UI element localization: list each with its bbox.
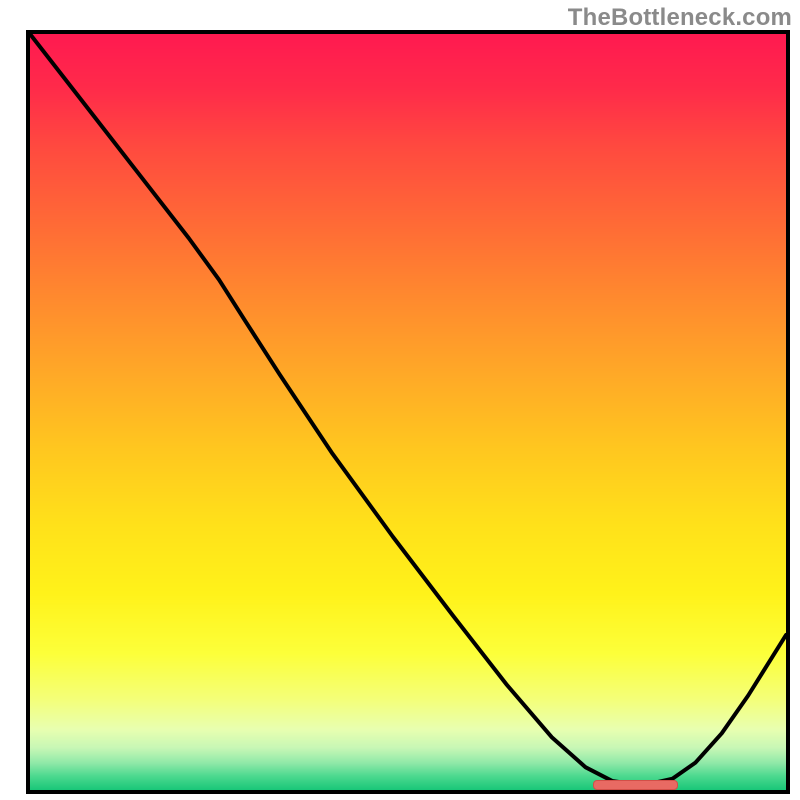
chart-curve-layer bbox=[30, 34, 786, 790]
optimal-zone-marker bbox=[593, 780, 678, 790]
chart-stage: TheBottleneck.com bbox=[0, 0, 800, 800]
watermark-text: TheBottleneck.com bbox=[568, 4, 792, 32]
bottleneck-curve bbox=[30, 34, 786, 785]
chart-panel bbox=[26, 30, 790, 794]
